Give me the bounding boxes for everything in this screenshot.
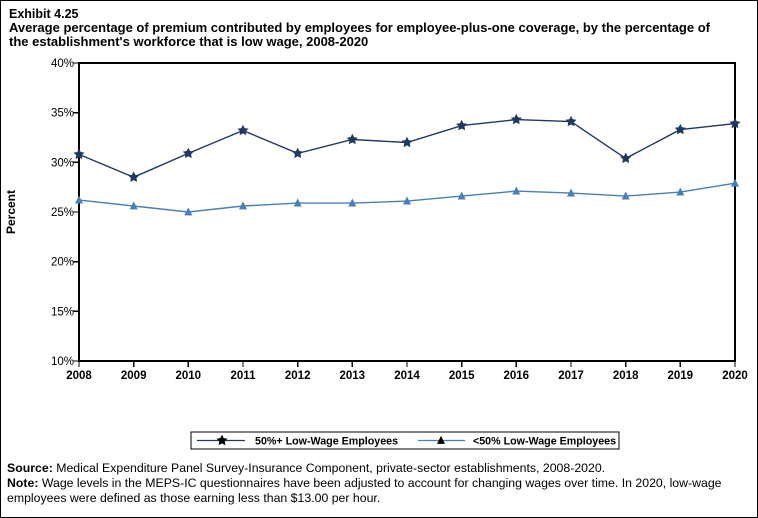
svg-text:2015: 2015 — [449, 370, 475, 382]
svg-text:20%: 20% — [51, 257, 74, 269]
svg-text:2020: 2020 — [722, 370, 748, 382]
svg-text:Percent: Percent — [4, 190, 18, 234]
svg-text:35%: 35% — [51, 108, 74, 120]
svg-text:2019: 2019 — [668, 370, 694, 382]
svg-text:2017: 2017 — [558, 370, 584, 382]
svg-text:50%+ Low-Wage Employees: 50%+ Low-Wage Employees — [255, 435, 398, 447]
svg-text:2018: 2018 — [613, 370, 639, 382]
svg-text:<50% Low-Wage Employees: <50% Low-Wage Employees — [473, 435, 616, 447]
svg-text:2016: 2016 — [504, 370, 530, 382]
svg-text:2012: 2012 — [285, 370, 311, 382]
svg-text:2011: 2011 — [231, 370, 257, 382]
svg-text:30%: 30% — [51, 157, 74, 169]
svg-text:2010: 2010 — [176, 370, 202, 382]
svg-text:10%: 10% — [51, 356, 74, 368]
svg-text:2013: 2013 — [340, 370, 366, 382]
svg-text:25%: 25% — [51, 207, 74, 219]
svg-text:2008: 2008 — [66, 370, 92, 382]
svg-text:2014: 2014 — [394, 370, 420, 382]
svg-text:15%: 15% — [51, 306, 74, 318]
svg-text:2009: 2009 — [121, 370, 147, 382]
svg-text:40%: 40% — [51, 58, 74, 70]
